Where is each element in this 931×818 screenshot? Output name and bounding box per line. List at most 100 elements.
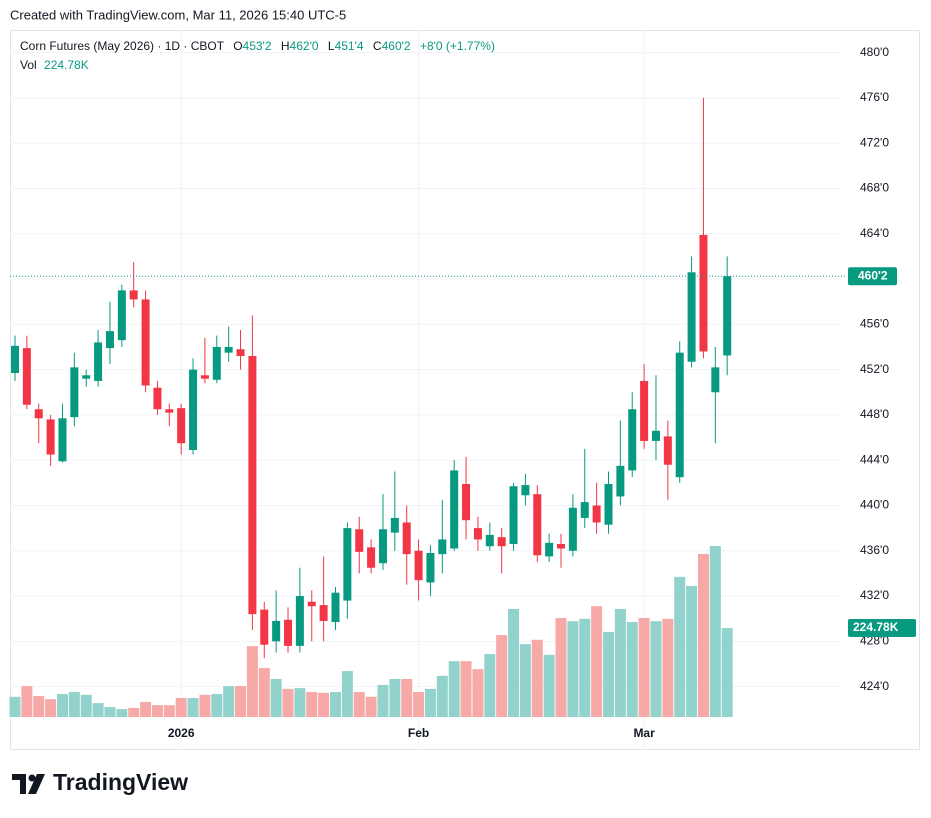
volume-label-box xyxy=(848,619,916,638)
volume-bar xyxy=(424,688,436,717)
volume-bar xyxy=(413,692,425,717)
volume-bar xyxy=(709,545,721,717)
candle-body xyxy=(604,483,613,525)
candle-body xyxy=(129,290,138,300)
candle-body xyxy=(331,592,340,623)
legend-value: 453'2 xyxy=(243,39,272,53)
volume-bar xyxy=(638,618,650,717)
volume-bar xyxy=(496,635,508,717)
volume-bar xyxy=(92,703,104,717)
candle-body xyxy=(117,290,126,341)
x-tick-label: 2026 xyxy=(168,726,195,740)
legend-value: 462'0 xyxy=(290,39,319,53)
candle-body xyxy=(426,553,435,583)
volume-bar xyxy=(151,705,163,717)
last-price-label: 460'2 xyxy=(858,268,888,282)
y-tick-label: 456'0 xyxy=(860,317,889,331)
y-tick-label: 468'0 xyxy=(860,181,889,195)
volume-bar xyxy=(56,694,68,717)
candle-body xyxy=(438,539,447,555)
candle-body xyxy=(224,346,233,353)
legend-key: C xyxy=(373,39,382,53)
candle-body xyxy=(367,547,376,568)
volume-label: 224.78K xyxy=(853,620,899,634)
candle-body xyxy=(34,409,43,419)
legend-change: +8'0 (+1.77%) xyxy=(420,39,495,53)
volume-bar xyxy=(614,608,626,717)
candle-body xyxy=(153,387,162,410)
y-tick-label: 452'0 xyxy=(860,362,889,376)
candle-body xyxy=(521,485,530,496)
y-tick-label: 436'0 xyxy=(860,543,889,557)
volume-bar xyxy=(377,684,389,717)
y-tick-label: 464'0 xyxy=(860,226,889,240)
candle-body xyxy=(284,619,293,646)
volume-bar xyxy=(567,621,579,717)
candle-body xyxy=(663,436,672,465)
candle-body xyxy=(58,418,67,462)
candle-body xyxy=(295,596,304,646)
volume-bar xyxy=(306,692,318,717)
volume-bar xyxy=(389,678,401,717)
candle-body xyxy=(557,543,566,549)
volume-bar xyxy=(80,694,92,717)
candle-body xyxy=(414,550,423,581)
candle-body xyxy=(165,409,174,413)
candle-body xyxy=(177,408,186,444)
y-tick-label: 444'0 xyxy=(860,452,889,466)
y-tick-label: 472'0 xyxy=(860,135,889,149)
legend-value: 451'4 xyxy=(335,39,364,53)
legend-key: L xyxy=(328,39,335,53)
candle-body xyxy=(94,342,103,381)
candle-body xyxy=(568,507,577,551)
volume-bar xyxy=(329,692,341,717)
candle-body xyxy=(640,380,649,441)
candle-body xyxy=(592,505,601,523)
volume-bar xyxy=(401,678,413,717)
candle-body xyxy=(545,542,554,557)
candle-body xyxy=(343,528,352,601)
candle-body xyxy=(22,348,31,405)
y-tick-label: 476'0 xyxy=(860,90,889,104)
candle-body xyxy=(699,234,708,352)
candle-body xyxy=(509,486,518,544)
legend-value: 224.78K xyxy=(44,58,89,72)
volume-bar xyxy=(21,686,33,717)
y-tick-label: 440'0 xyxy=(860,498,889,512)
logo: TradingView xyxy=(12,769,188,795)
candle-body xyxy=(212,346,221,380)
volume-bar xyxy=(163,705,175,717)
logo-mark xyxy=(12,774,26,794)
x-tick-label: Feb xyxy=(408,726,429,740)
candle-body xyxy=(307,601,316,607)
volume-bar xyxy=(128,707,140,717)
candle-body xyxy=(675,352,684,478)
candle-body xyxy=(533,494,542,556)
legend-key: Vol xyxy=(20,58,37,72)
legend: Corn Futures (May 2026) · 1D · CBOT O453… xyxy=(20,39,495,53)
volume-bar xyxy=(353,692,365,717)
x-tick-label: Mar xyxy=(633,726,655,740)
candle-body xyxy=(616,465,625,497)
candle-body xyxy=(450,470,459,549)
legend-key: H xyxy=(281,39,290,53)
candle-body xyxy=(390,517,399,533)
candle-body xyxy=(236,349,245,357)
candle-body xyxy=(319,605,328,621)
volume-bar xyxy=(650,621,662,717)
volume-bar xyxy=(211,694,223,717)
volume-bar xyxy=(484,654,496,717)
candle-body xyxy=(248,356,257,615)
volume-bar xyxy=(531,639,543,717)
header: Created with TradingView.com, Mar 11, 20… xyxy=(10,7,346,22)
candle-body xyxy=(485,534,494,547)
candle-body xyxy=(580,502,589,518)
volume-bar xyxy=(341,671,353,717)
volume-layer xyxy=(9,545,733,717)
candle-body xyxy=(402,522,411,555)
legend-value: 460'2 xyxy=(382,39,411,53)
candle-body xyxy=(141,299,150,386)
volume-bar xyxy=(33,696,45,717)
